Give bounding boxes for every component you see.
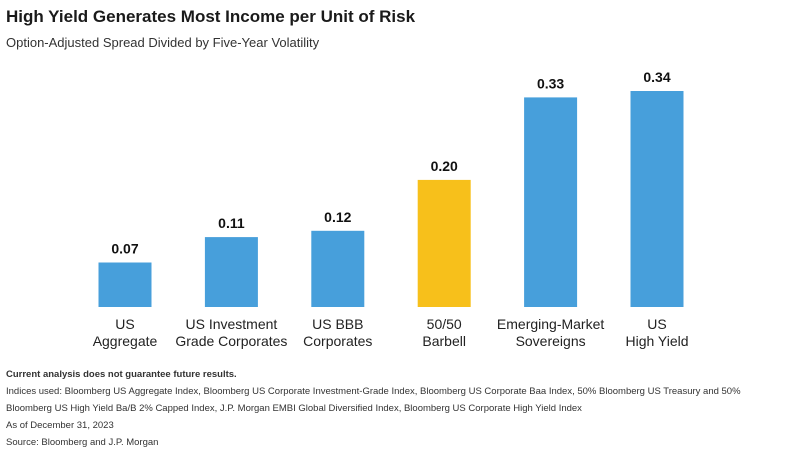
bar-0	[98, 262, 152, 307]
category-label-4-line-1: Sovereigns	[516, 333, 586, 349]
category-label-4-line-0: Emerging-Market	[497, 316, 604, 332]
category-label-0-line-0: US	[115, 316, 134, 332]
value-label-2: 0.12	[324, 209, 351, 225]
category-label-5-line-0: US	[647, 316, 666, 332]
category-label-1-line-1: Grade Corporates	[175, 333, 287, 349]
bar-2	[311, 230, 365, 307]
analysis-disclaimer: Current analysis does not guarantee futu…	[6, 369, 237, 380]
value-label-5: 0.34	[643, 69, 670, 85]
value-label-3: 0.20	[431, 158, 458, 174]
category-label-3-line-1: Barbell	[422, 333, 466, 349]
category-label-3-line-0: 50/50	[427, 316, 462, 332]
value-label-1: 0.11	[218, 215, 245, 231]
as-of-date: As of December 31, 2023	[6, 420, 114, 431]
category-label-1-line-0: US Investment	[185, 316, 277, 332]
bar-5	[630, 91, 684, 307]
source-note: Source: Bloomberg and J.P. Morgan	[6, 437, 159, 448]
category-label-0-line-1: Aggregate	[93, 333, 158, 349]
bar-4	[524, 97, 578, 308]
bar-3	[417, 179, 471, 307]
category-label-5-line-1: High Yield	[625, 333, 688, 349]
footnotes: Current analysis does not guarantee futu…	[6, 366, 776, 451]
chart-subtitle: Option-Adjusted Spread Divided by Five-Y…	[6, 35, 320, 50]
bar-1	[204, 237, 258, 307]
chart-title: High Yield Generates Most Income per Uni…	[6, 7, 416, 26]
value-label-4: 0.33	[537, 75, 564, 91]
category-label-2-line-1: Corporates	[303, 333, 372, 349]
value-label-0: 0.07	[111, 241, 138, 257]
indices-note: Indices used: Bloomberg US Aggregate Ind…	[6, 386, 741, 414]
category-label-2-line-0: US BBB	[312, 316, 363, 332]
